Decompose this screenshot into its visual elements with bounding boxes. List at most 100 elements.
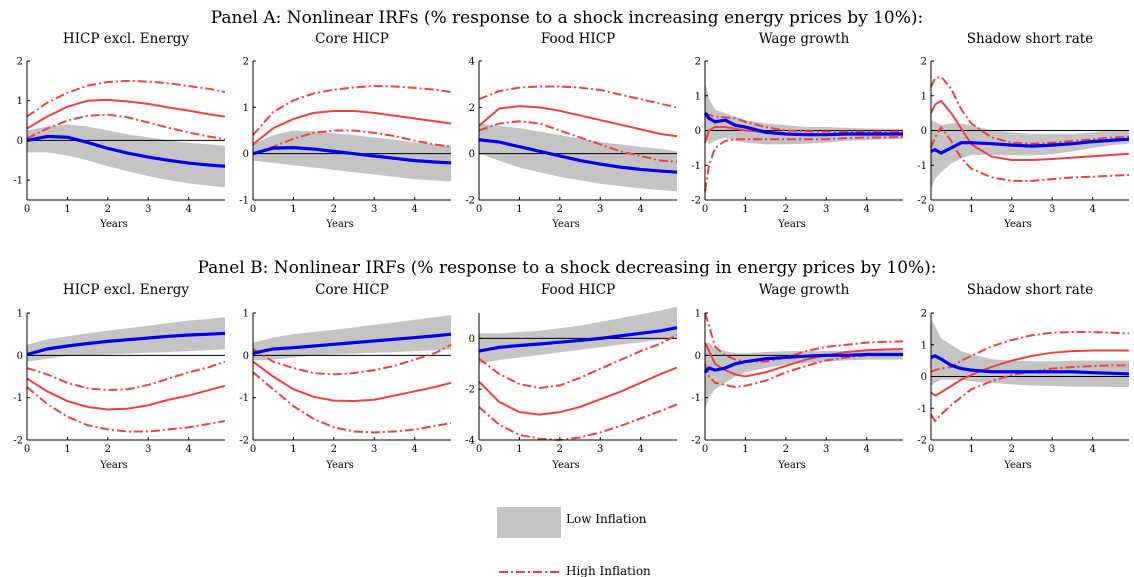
y-tick-label: 0 xyxy=(469,334,475,345)
y-tick-label: 2 xyxy=(469,103,475,114)
subplot: HICP excl. Energy 2 1 0 -1 0 1 2 3 4 Years xyxy=(13,31,226,230)
high-inflation-upper-line xyxy=(930,331,1130,373)
high-inflation-upper-line xyxy=(930,75,1130,145)
y-tick-label: 1 xyxy=(243,103,249,114)
x-axis-label: Years xyxy=(99,460,128,471)
panel-title: Panel B: Nonlinear IRFs (% response to a… xyxy=(197,258,936,278)
x-tick-label: 2 xyxy=(1009,204,1015,215)
low-inflation-band xyxy=(479,306,677,364)
x-axis-label: Years xyxy=(325,460,354,471)
high-inflation-upper-line xyxy=(704,312,904,363)
x-tick-label: 3 xyxy=(371,444,377,455)
x-tick-label: 0 xyxy=(24,444,30,455)
x-tick-label: 2 xyxy=(557,204,563,215)
y-tick-label: -2 xyxy=(691,436,701,447)
x-tick-label: 3 xyxy=(823,444,829,455)
y-tick-label: 0 xyxy=(17,136,23,147)
high-inflation-upper-line xyxy=(478,333,678,389)
high-inflation-upper-line xyxy=(26,79,226,118)
x-tick-label: 1 xyxy=(968,204,974,215)
x-tick-label: 4 xyxy=(863,204,869,215)
low-inflation-band xyxy=(931,120,1129,190)
y-tick-label: -2 xyxy=(917,436,927,447)
y-tick-label: -2 xyxy=(13,436,23,447)
x-tick-label: 2 xyxy=(105,444,111,455)
legend-band-swatch xyxy=(497,507,561,538)
x-axis-label: Years xyxy=(99,219,128,230)
high-inflation-lower-line xyxy=(478,403,678,442)
x-tick-label: 3 xyxy=(823,204,829,215)
high-inflation-lower-line xyxy=(26,386,226,433)
high-inflation-upper-line xyxy=(26,360,226,392)
y-tick-label: 0 xyxy=(243,351,249,362)
high-inflation-upper-line xyxy=(478,85,678,109)
subplot-title: Food HICP xyxy=(541,282,615,298)
y-tick-label: 0 xyxy=(695,351,701,362)
subplot-title: Shadow short rate xyxy=(967,31,1093,47)
y-tick-label: -1 xyxy=(917,161,927,172)
subplot-title: Shadow short rate xyxy=(967,282,1093,298)
y-tick-label: 1 xyxy=(921,91,927,102)
low-inflation-median-line xyxy=(478,138,678,174)
low-inflation-band xyxy=(479,123,677,192)
high-inflation-median-line xyxy=(930,349,1129,397)
y-tick-label: 0 xyxy=(243,149,249,160)
x-tick-label: 1 xyxy=(516,204,522,215)
x-axis-label: Years xyxy=(1003,219,1032,230)
x-tick-label: 4 xyxy=(411,204,417,215)
y-tick-label: -1 xyxy=(691,161,701,172)
x-tick-label: 3 xyxy=(145,444,151,455)
x-axis-label: Years xyxy=(325,219,354,230)
x-tick-label: 3 xyxy=(371,204,377,215)
x-tick-label: 2 xyxy=(783,444,789,455)
high-inflation-median-line xyxy=(26,377,226,411)
high-inflation-upper-line xyxy=(252,343,452,376)
legend-high-label: High Inflation xyxy=(566,564,651,577)
y-tick-label: 2 xyxy=(921,57,927,68)
y-tick-label: -2 xyxy=(465,196,475,207)
low-inflation-band xyxy=(253,130,451,182)
y-tick-label: 0 xyxy=(695,126,701,137)
low-inflation-median-line xyxy=(930,354,1130,376)
x-axis-label: Years xyxy=(777,219,806,230)
high-inflation-lower-line xyxy=(930,364,1129,423)
low-inflation-band xyxy=(705,342,903,411)
x-tick-label: 0 xyxy=(702,204,708,215)
subplot-title: Wage growth xyxy=(759,282,850,298)
x-tick-label: 4 xyxy=(1089,204,1095,215)
y-tick-label: -2 xyxy=(465,385,475,396)
subplot-title: Core HICP xyxy=(315,31,389,47)
low-inflation-median-line xyxy=(703,352,903,374)
x-tick-label: 4 xyxy=(185,204,191,215)
x-tick-label: 4 xyxy=(637,204,643,215)
high-inflation-lower-line xyxy=(252,371,452,434)
high-inflation-median-line xyxy=(252,360,452,403)
x-tick-label: 3 xyxy=(145,204,151,215)
y-tick-label: 1 xyxy=(17,96,23,107)
subplot-title: HICP excl. Energy xyxy=(63,31,190,47)
y-tick-label: 2 xyxy=(921,309,927,320)
low-inflation-band xyxy=(253,315,451,361)
subplot-title: Core HICP xyxy=(315,282,389,298)
x-tick-label: 3 xyxy=(597,444,603,455)
low-inflation-median-line xyxy=(26,331,226,357)
low-inflation-median-line xyxy=(26,134,226,168)
x-tick-label: 1 xyxy=(64,204,70,215)
high-inflation-median-line xyxy=(478,105,678,138)
x-tick-label: 2 xyxy=(783,204,789,215)
high-inflation-lower-line xyxy=(478,120,678,163)
y-tick-label: -2 xyxy=(691,196,701,207)
x-axis-label: Years xyxy=(1003,460,1032,471)
y-tick-label: -1 xyxy=(13,393,23,404)
subplot-title: HICP excl. Energy xyxy=(63,282,190,298)
y-tick-label: 0 xyxy=(921,372,927,383)
x-tick-label: 4 xyxy=(863,444,869,455)
x-axis-label: Years xyxy=(777,460,806,471)
high-inflation-lower-line xyxy=(704,135,904,192)
y-tick-label: 1 xyxy=(17,309,23,320)
low-inflation-median-line xyxy=(252,146,452,165)
x-tick-label: 0 xyxy=(702,444,708,455)
